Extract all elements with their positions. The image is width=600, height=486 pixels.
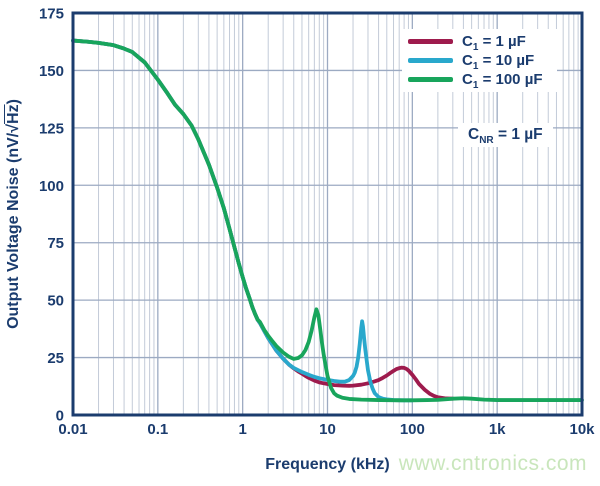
y-axis-title-overline: Hz (5, 104, 22, 124)
svg-text:175: 175 (39, 6, 64, 23)
y-axis-title-close: ) (5, 99, 22, 105)
svg-text:1: 1 (238, 421, 246, 438)
svg-text:75: 75 (47, 235, 64, 252)
legend-item: C1 = 1 µF (408, 32, 543, 53)
legend-label-1uF: C1 = 1 µF (462, 33, 526, 53)
y-axis-title: Output Voltage Noise (nV/√Hz) (5, 99, 23, 329)
legend-swatch-10uF (408, 58, 453, 63)
svg-text:0.01: 0.01 (58, 421, 87, 438)
cnr-annotation: CNR = 1 µF (458, 123, 553, 147)
legend-label-10uF: C1 = 10 µF (462, 52, 535, 72)
watermark: www.cntronics.com (398, 452, 587, 475)
svg-text:100: 100 (400, 421, 425, 438)
y-axis-title-text: Output Voltage Noise (nV/√ (5, 123, 22, 329)
svg-text:100: 100 (39, 178, 64, 195)
legend-swatch-100uF (408, 77, 453, 82)
x-axis-title: Frequency (kHz) (265, 456, 390, 473)
svg-text:25: 25 (47, 350, 64, 367)
svg-text:0.1: 0.1 (147, 421, 168, 438)
svg-text:150: 150 (39, 63, 64, 80)
svg-text:10: 10 (319, 421, 336, 438)
legend: C1 = 1 µF C1 = 10 µF C1 = 100 µF (402, 29, 557, 92)
legend-swatch-1uF (408, 39, 453, 44)
legend-item: C1 = 10 µF (408, 51, 543, 72)
svg-text:1k: 1k (489, 421, 506, 438)
svg-text:50: 50 (47, 293, 64, 310)
legend-item: C1 = 100 µF (408, 70, 543, 91)
legend-label-100uF: C1 = 100 µF (462, 71, 543, 91)
svg-text:0: 0 (56, 408, 64, 425)
svg-text:10k: 10k (569, 421, 595, 438)
svg-text:125: 125 (39, 120, 64, 137)
